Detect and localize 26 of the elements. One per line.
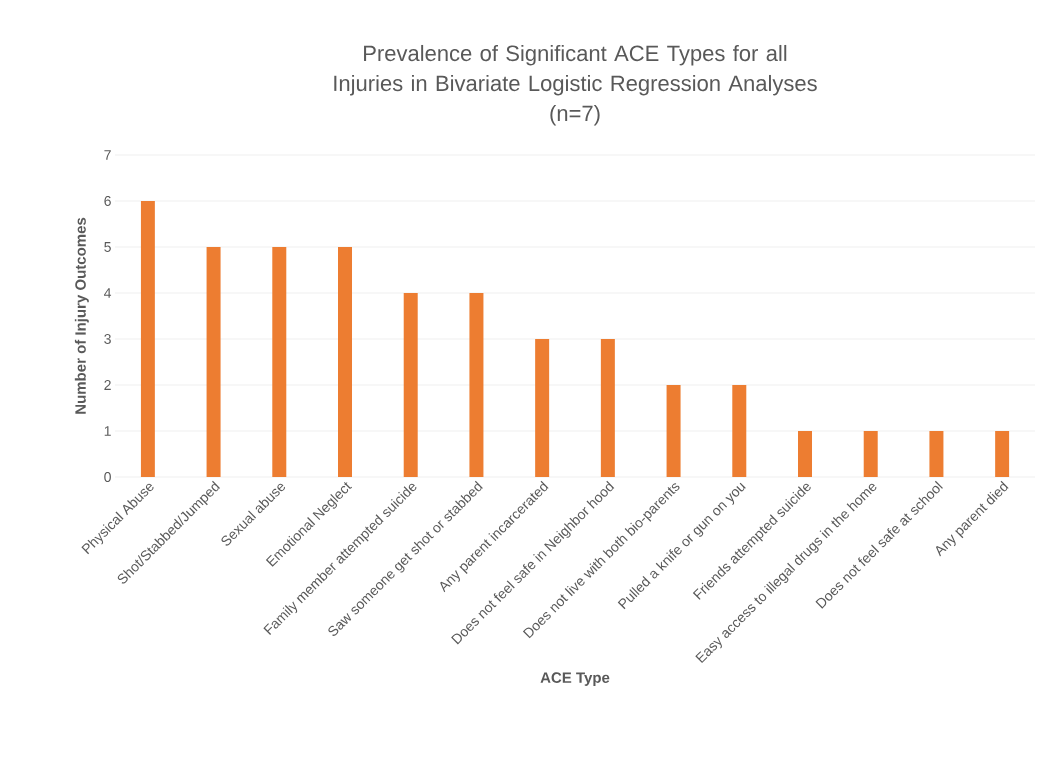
- bar: [338, 246, 352, 477]
- bar: [535, 338, 550, 477]
- y-tick-label: 4: [104, 288, 112, 298]
- bar: [798, 430, 812, 477]
- bar: [469, 292, 484, 477]
- y-tick-label: 7: [104, 150, 111, 160]
- bar: [732, 384, 747, 477]
- y-tick-label: 2: [104, 380, 111, 390]
- bar: [600, 338, 615, 477]
- y-tick-label: 0: [104, 472, 111, 482]
- bar: [995, 430, 1010, 477]
- y-tick-label: 3: [104, 334, 111, 344]
- bar: [140, 200, 155, 477]
- bar: [272, 246, 287, 477]
- y-tick-label: 6: [104, 196, 111, 206]
- x-axis-title: ACE Type: [540, 672, 610, 686]
- chart-title: Prevalence of Significant ACE Types for all Injuries in Bivariate Logistic Regression Analyses: [334, 44, 817, 96]
- bar: [929, 430, 944, 477]
- y-axis-title: Number of Injury Outcomes: [74, 217, 89, 414]
- y-tick-label: 5: [104, 242, 111, 252]
- bar: [666, 384, 681, 477]
- bar: [206, 246, 221, 477]
- chart-subtitle: (n=7): [550, 104, 600, 126]
- y-tick-label: 1: [104, 426, 111, 436]
- bar: [863, 430, 878, 477]
- bar: [403, 292, 418, 477]
